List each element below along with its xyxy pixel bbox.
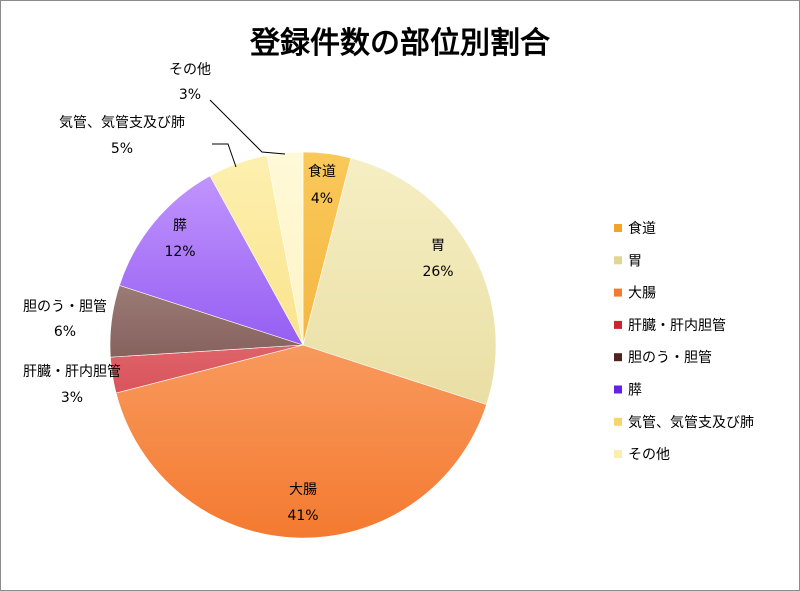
slice-category-label: 気管、気管支及び肺 <box>59 115 185 131</box>
legend-label: 膵 <box>628 383 642 399</box>
legend-swatch <box>614 353 622 362</box>
slice-category-label: 胆のう・胆管 <box>23 299 107 315</box>
pie-slice <box>115 344 487 539</box>
slice-value-label: 12% <box>164 244 195 260</box>
data-labels: 食道 4% 胃 26% 大腸 41% 肝臓・肝内胆管 3% 胆のう・胆管 6% 膵 12% 気管、気管支… <box>23 62 454 524</box>
legend-swatch <box>614 288 622 297</box>
legend-swatch <box>614 417 622 426</box>
slice-value-label: 41% <box>287 508 318 524</box>
slice-value-label: 4% <box>311 191 333 207</box>
pie-slices <box>109 151 497 539</box>
pie-slice <box>266 151 304 346</box>
legend-swatch <box>614 385 622 394</box>
slice-value-label: 3% <box>61 390 83 406</box>
leader-lines <box>209 99 286 168</box>
legend-swatch <box>614 224 622 232</box>
slice-category-label: 胃 <box>431 238 445 254</box>
legend-label: 胆のう・胆管 <box>628 350 712 366</box>
slice-category-label: その他 <box>169 62 211 78</box>
legend-swatch <box>614 256 622 265</box>
slice-value-label: 3% <box>179 87 201 103</box>
legend-label: 肝臓・肝内胆管 <box>628 318 726 334</box>
legend-swatch <box>614 320 622 329</box>
slice-value-label: 5% <box>111 141 133 157</box>
legend-label: その他 <box>628 447 670 463</box>
slice-category-label: 食道 <box>308 163 336 180</box>
pie-slice <box>302 157 497 406</box>
legend-label: 気管、気管支及び肺 <box>628 415 754 431</box>
slice-value-label: 6% <box>54 324 76 340</box>
chart-title: 登録件数の部位別割合 <box>249 26 550 61</box>
legend-swatch <box>614 450 622 459</box>
legend-label: 大腸 <box>628 286 656 302</box>
legend-label: 食道 <box>628 220 656 237</box>
slice-category-label: 肝臓・肝内胆管 <box>23 364 121 380</box>
leader-line <box>212 143 237 168</box>
legend-label: 胃 <box>628 253 642 269</box>
slice-category-label: 大腸 <box>289 482 317 498</box>
slice-category-label: 膵 <box>173 218 187 234</box>
slice-value-label: 26% <box>422 264 453 280</box>
leader-line <box>209 99 286 155</box>
pie-slice <box>119 175 304 346</box>
